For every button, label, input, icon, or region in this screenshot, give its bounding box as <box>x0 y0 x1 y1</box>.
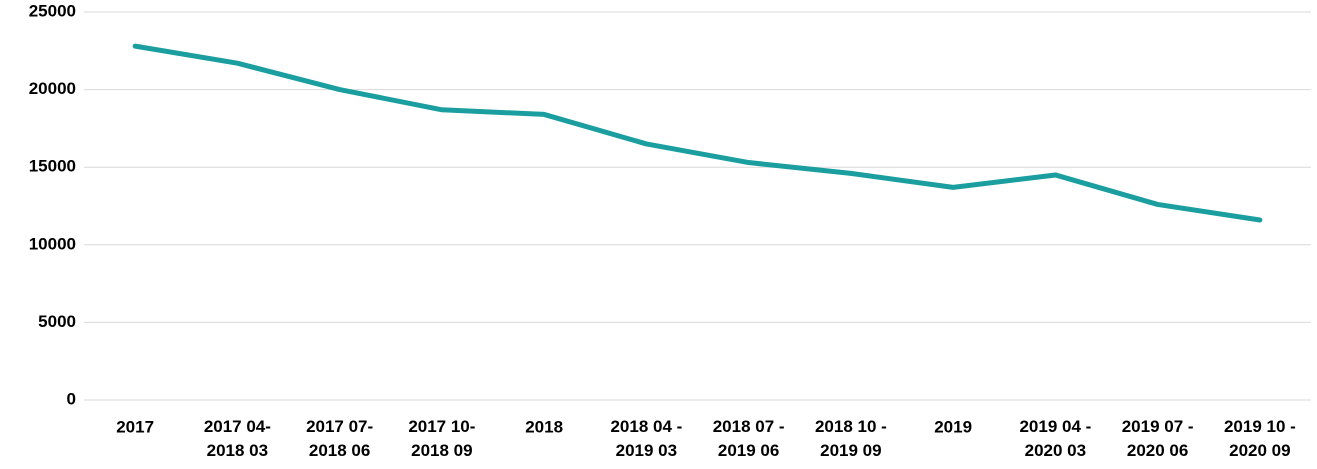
y-tick-label: 15000 <box>29 157 76 176</box>
x-tick-label: 2019 07 -2020 06 <box>1122 417 1194 460</box>
x-tick-label: 2017 10-2018 09 <box>408 417 475 460</box>
y-tick-label: 20000 <box>29 79 76 98</box>
y-tick-label: 10000 <box>29 234 76 253</box>
x-tick-label: 2018 10 -2019 09 <box>815 417 887 460</box>
x-tick-label: 2017 04-2018 03 <box>204 417 271 460</box>
x-tick-label: 2017 <box>116 417 154 436</box>
y-tick-label: 25000 <box>29 1 76 20</box>
x-tick-label: 2019 10 -2020 09 <box>1224 417 1296 460</box>
y-tick-label: 5000 <box>38 312 76 331</box>
y-tick-label: 0 <box>67 389 76 408</box>
x-tick-label: 2019 04 -2020 03 <box>1019 417 1091 460</box>
x-tick-label: 2018 07 -2019 06 <box>713 417 785 460</box>
data-line <box>132 43 1263 223</box>
x-tick-label: 2017 07-2018 06 <box>306 417 373 460</box>
x-tick-label: 2019 <box>934 417 972 436</box>
x-tick-label: 2018 <box>525 417 563 436</box>
x-tick-label: 2018 04 -2019 03 <box>610 417 682 460</box>
